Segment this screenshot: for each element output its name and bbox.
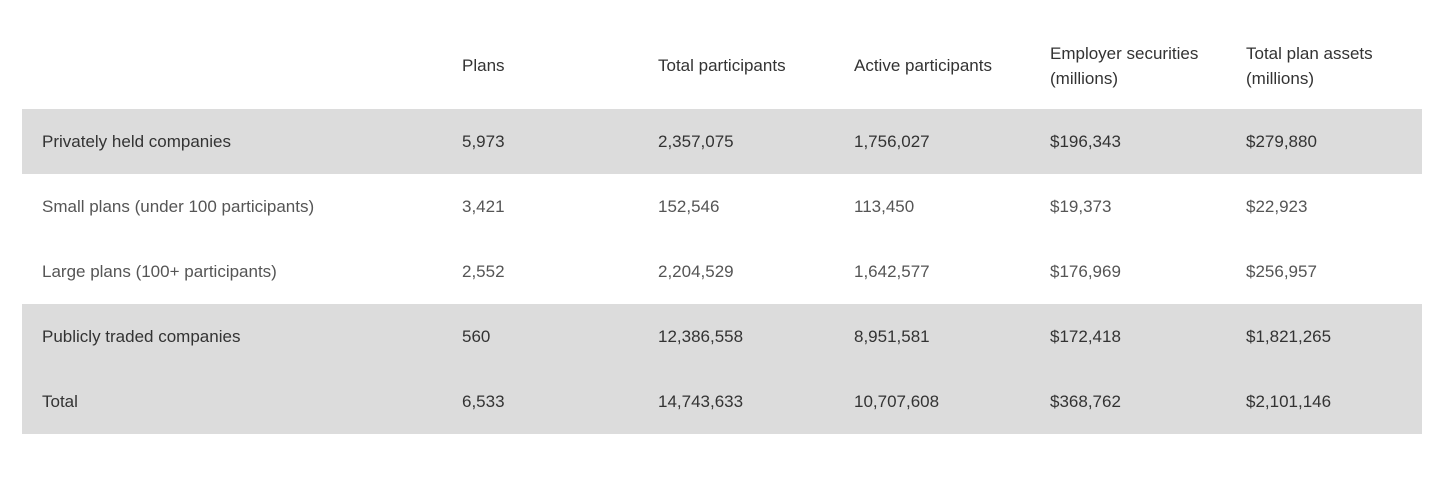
cell-total-plan-assets: $1,821,265 — [1226, 304, 1422, 369]
cell-active-participants: 1,642,577 — [834, 239, 1030, 304]
cell-employer-securities: $176,969 — [1030, 239, 1226, 304]
header-row: Plans Total participants Active particip… — [22, 22, 1422, 109]
table-row: Privately held companies 5,973 2,357,075… — [22, 109, 1422, 174]
row-label: Large plans (100+ participants) — [22, 239, 442, 304]
cell-employer-securities: $368,762 — [1030, 369, 1226, 434]
cell-total-plan-assets: $256,957 — [1226, 239, 1422, 304]
cell-active-participants: 113,450 — [834, 174, 1030, 239]
row-label: Publicly traded companies — [22, 304, 442, 369]
cell-plans: 6,533 — [442, 369, 638, 434]
cell-total-participants: 2,357,075 — [638, 109, 834, 174]
cell-active-participants: 1,756,027 — [834, 109, 1030, 174]
table-row: Total 6,533 14,743,633 10,707,608 $368,7… — [22, 369, 1422, 434]
plans-table: Plans Total participants Active particip… — [22, 22, 1422, 434]
cell-employer-securities: $172,418 — [1030, 304, 1226, 369]
cell-active-participants: 10,707,608 — [834, 369, 1030, 434]
table-body: Privately held companies 5,973 2,357,075… — [22, 109, 1422, 434]
cell-total-participants: 14,743,633 — [638, 369, 834, 434]
header-cell-total-participants: Total participants — [658, 56, 786, 75]
cell-plans: 5,973 — [442, 109, 638, 174]
header-cell-total-plan-assets: Total plan assets (millions) — [1246, 43, 1373, 88]
cell-employer-securities: $19,373 — [1030, 174, 1226, 239]
table-row: Publicly traded companies 560 12,386,558… — [22, 304, 1422, 369]
row-label: Small plans (under 100 participants) — [22, 174, 442, 239]
cell-total-plan-assets: $22,923 — [1226, 174, 1422, 239]
row-label: Total — [22, 369, 442, 434]
row-label: Privately held companies — [22, 109, 442, 174]
cell-plans: 2,552 — [442, 239, 638, 304]
cell-total-plan-assets: $279,880 — [1226, 109, 1422, 174]
cell-total-participants: 152,546 — [638, 174, 834, 239]
cell-active-participants: 8,951,581 — [834, 304, 1030, 369]
data-table-container: Plans Total participants Active particip… — [22, 22, 1422, 434]
table-row: Small plans (under 100 participants) 3,4… — [22, 174, 1422, 239]
header-cell-employer-securities: Employer securities (millions) — [1050, 43, 1199, 88]
table-row: Large plans (100+ participants) 2,552 2,… — [22, 239, 1422, 304]
cell-plans: 3,421 — [442, 174, 638, 239]
cell-total-participants: 12,386,558 — [638, 304, 834, 369]
table-header: Plans Total participants Active particip… — [22, 22, 1422, 109]
header-cell-label — [22, 22, 442, 109]
header-cell-plans: Plans — [462, 56, 505, 75]
header-cell-active-participants: Active participants — [854, 56, 992, 75]
cell-plans: 560 — [442, 304, 638, 369]
cell-total-participants: 2,204,529 — [638, 239, 834, 304]
cell-total-plan-assets: $2,101,146 — [1226, 369, 1422, 434]
cell-employer-securities: $196,343 — [1030, 109, 1226, 174]
